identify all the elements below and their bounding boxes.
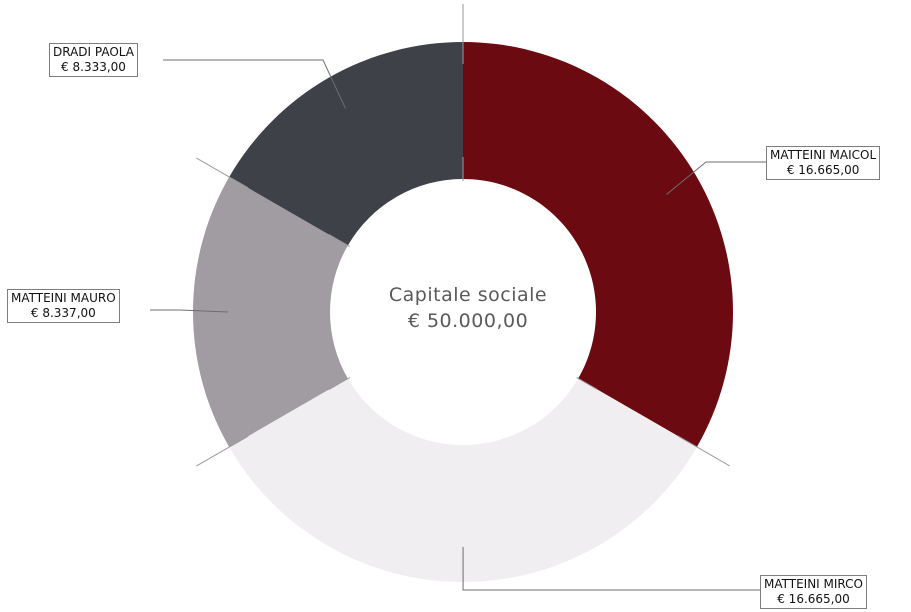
slice-label-dradi-paola: DRADI PAOLA € 8.333,00	[49, 43, 138, 77]
slice-label-name: DRADI PAOLA	[53, 45, 134, 59]
center-label-title: Capitale sociale	[388, 284, 548, 306]
slice-label-name: MATTEINI MAICOL	[770, 148, 877, 162]
slice-boundary-guide	[576, 377, 598, 390]
leaders-group	[150, 59, 766, 591]
slice-boundary-guide	[196, 157, 249, 189]
slice-label-matteini-maicol: MATTEINI MAICOL € 16.665,00	[766, 146, 881, 180]
guides-group	[196, 4, 731, 467]
slice-label-name: MATTEINI MAURO	[11, 291, 116, 305]
slice-label-matteini-mauro: MATTEINI MAURO € 8.337,00	[7, 289, 120, 323]
slice-boundary-guide	[677, 435, 731, 467]
slice-boundary-guide	[196, 435, 249, 467]
slice-label-value: € 16.665,00	[786, 163, 860, 177]
slice-boundary-guide	[328, 377, 350, 390]
leader-line-matteini-mirco	[462, 547, 760, 591]
center-label-value: € 50.000,00	[407, 310, 529, 332]
leader-line-dradi-paola	[163, 59, 346, 109]
center-label: Capitale sociale € 50.000,00	[343, 282, 593, 334]
leader-line-matteini-maicol	[666, 161, 766, 195]
slice-label-name: MATTEINI MIRCO	[764, 577, 863, 591]
slice-label-value: € 8.337,00	[30, 306, 96, 320]
slice-dradi-paola	[229, 42, 463, 246]
slice-label-value: € 16.665,00	[777, 592, 850, 606]
slice-matteini-mirco	[229, 378, 697, 582]
slice-matteini-mauro	[193, 176, 348, 448]
leader-line-matteini-mauro	[150, 309, 229, 313]
slices-group	[193, 42, 733, 582]
slice-boundary-guide	[328, 234, 350, 247]
slice-label-matteini-mirco: MATTEINI MIRCO € 16.665,00	[760, 575, 867, 609]
slice-matteini-maicol	[463, 42, 733, 447]
slice-label-value: € 8.333,00	[61, 60, 126, 74]
